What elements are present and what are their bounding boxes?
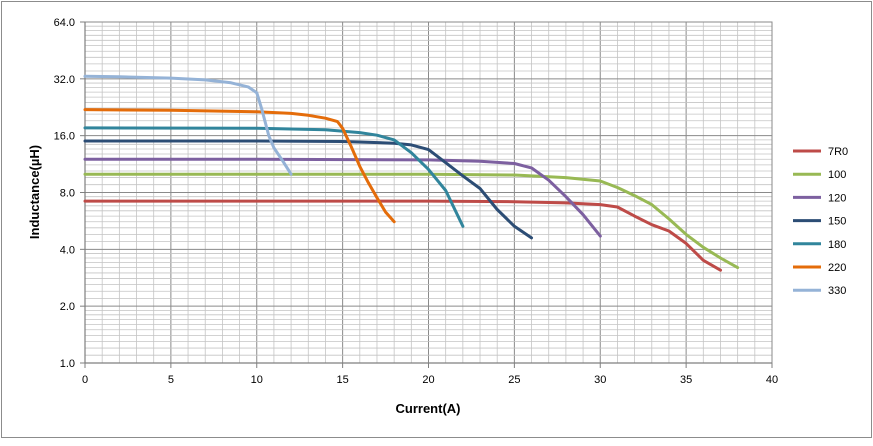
x-tick-label: 0 — [82, 374, 88, 386]
x-tick-label: 10 — [251, 374, 263, 386]
series-line-7R0 — [83, 199, 722, 272]
x-tick-label: 35 — [680, 374, 692, 386]
x-tick-label: 15 — [337, 374, 349, 386]
y-tick-label: 8.0 — [60, 188, 75, 200]
series-line-100 — [83, 172, 740, 270]
legend-label-7R0: 7R0 — [828, 146, 848, 158]
series-line-330 — [83, 74, 293, 176]
y-tick-label: 4.0 — [60, 244, 75, 256]
y-tick-label: 64.0 — [54, 17, 75, 29]
y-tick-label: 32.0 — [54, 74, 75, 86]
legend-label-120: 120 — [828, 192, 846, 204]
series-line-120 — [83, 157, 602, 238]
legend-label-330: 330 — [828, 285, 846, 297]
legend-label-180: 180 — [828, 239, 846, 251]
legend-label-220: 220 — [828, 262, 846, 274]
y-tick-label: 1.0 — [60, 358, 75, 370]
legend-label-100: 100 — [828, 169, 846, 181]
x-tick-label: 20 — [422, 374, 434, 386]
legend-label-150: 150 — [828, 216, 846, 228]
x-tick-label: 25 — [508, 374, 520, 386]
x-axis-title: Current(A) — [396, 401, 461, 416]
y-tick-label: 2.0 — [60, 301, 75, 313]
series-line-150 — [83, 139, 533, 240]
series-line-180 — [83, 126, 465, 228]
y-axis-title: Inductance(µH) — [27, 145, 42, 239]
x-tick-label: 40 — [766, 374, 778, 386]
x-tick-label: 5 — [168, 374, 174, 386]
y-tick-label: 16.0 — [54, 131, 75, 143]
x-tick-label: 30 — [594, 374, 606, 386]
